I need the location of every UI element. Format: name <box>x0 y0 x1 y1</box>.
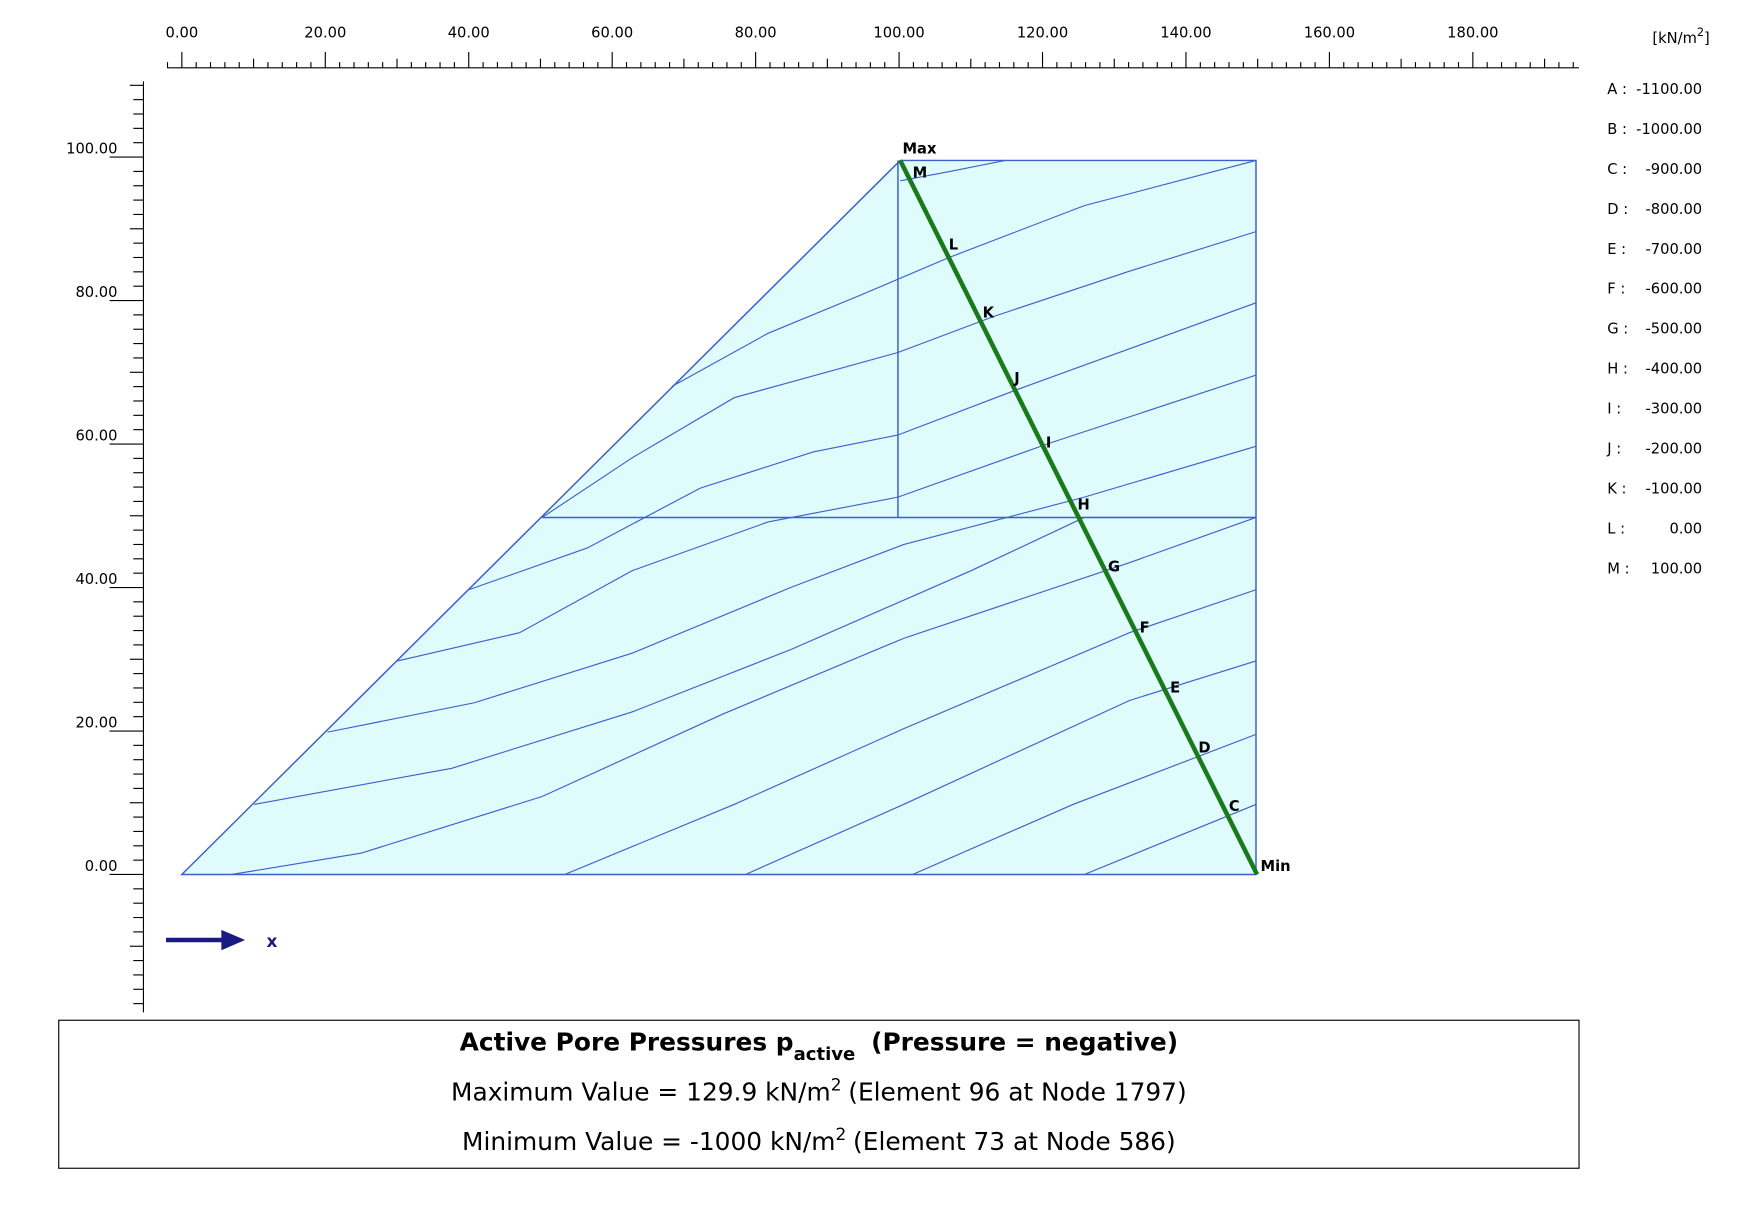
legend-key: L : <box>1607 521 1625 538</box>
contour-label: G <box>1108 559 1120 576</box>
max-text: Maximum Value = 129.9 kN/m <box>451 1077 831 1106</box>
contour-line <box>254 516 1256 805</box>
x-tick-label: 160.00 <box>1304 24 1355 41</box>
min-text: Minimum Value = -1000 kN/m <box>462 1127 835 1156</box>
contour-label: H <box>1078 497 1090 514</box>
contour-label: J <box>1013 370 1019 387</box>
legend-key: M : <box>1607 561 1629 578</box>
legend-value: -1000.00 <box>1636 121 1702 138</box>
y-tick-label: 0.00 <box>85 858 118 875</box>
contour-line <box>564 589 1257 876</box>
contour-line <box>671 159 1257 387</box>
min-label: Min <box>1261 858 1291 875</box>
x-tick-label: 80.00 <box>735 24 777 41</box>
legend-key: D : <box>1607 201 1628 218</box>
cross-section <box>898 159 1260 876</box>
x-tick-label: 0.00 <box>166 24 199 41</box>
contour-line <box>900 159 1006 182</box>
contour-label: I <box>1046 434 1051 451</box>
contour-label: L <box>949 237 958 254</box>
x-tick-label: 60.00 <box>591 24 633 41</box>
caption-title: Active Pore Pressures pactive (Pressure =… <box>460 1028 1178 1065</box>
legend-key: B : <box>1607 121 1627 138</box>
legend-value: -1100.00 <box>1636 81 1702 98</box>
title-rest: (Pressure = negative) <box>871 1028 1178 1057</box>
legend-key: K : <box>1607 481 1626 498</box>
contour-line <box>397 374 1257 662</box>
contour-line <box>327 445 1257 733</box>
contour-label: C <box>1229 798 1240 815</box>
legend-value: 0.00 <box>1669 521 1702 538</box>
legend-key: E : <box>1607 241 1626 258</box>
legend-key: A : <box>1607 81 1627 98</box>
legend-value: -500.00 <box>1646 321 1703 338</box>
max-exp: 2 <box>831 1074 842 1094</box>
legend-value: 100.00 <box>1651 561 1702 578</box>
x-tick-label: 120.00 <box>1017 24 1068 41</box>
axis-arrow-label: x <box>267 931 278 951</box>
legend-value: -700.00 <box>1646 241 1703 258</box>
title-text: Active Pore Pressures p <box>460 1028 794 1057</box>
x-tick-label: 180.00 <box>1447 24 1498 41</box>
contour-label: K <box>983 304 995 321</box>
contours <box>231 159 1257 876</box>
contour-line <box>541 231 1257 518</box>
legend-value: -400.00 <box>1646 361 1703 378</box>
legend-key: G : <box>1607 321 1628 338</box>
caption-max: Maximum Value = 129.9 kN/m2 (Element 96 a… <box>451 1074 1187 1106</box>
x-tick-label: 140.00 <box>1160 24 1211 41</box>
contour-line <box>231 516 1257 876</box>
legend-value: -900.00 <box>1646 161 1703 178</box>
contour-label: E <box>1170 680 1180 697</box>
legend-key: I : <box>1607 401 1621 418</box>
contour-line <box>912 733 1257 876</box>
unit-base: [kN/m <box>1652 30 1696 47</box>
contour-line <box>745 660 1257 876</box>
legend: A : -1100.00 B : -1000.00 C : -900.00 D : -800.… <box>1606 81 1702 578</box>
max-label: Max <box>902 141 936 158</box>
min-exp: 2 <box>836 1124 847 1144</box>
max-rest: (Element 96 at Node 1797) <box>848 1077 1186 1106</box>
x-tick-label: 100.00 <box>873 24 924 41</box>
caption-box <box>58 1019 1580 1169</box>
x-tick-label: 40.00 <box>448 24 490 41</box>
contour-labels: M L K J I H G F E D C <box>913 164 1240 815</box>
axis-arrow-head <box>221 929 246 951</box>
contour-label: D <box>1198 739 1210 756</box>
legend-value: -300.00 <box>1646 401 1703 418</box>
y-tick-label: 40.00 <box>75 571 117 588</box>
legend-value: -100.00 <box>1646 481 1703 498</box>
legend-value: -800.00 <box>1646 201 1703 218</box>
unit-exp: 2 <box>1697 26 1704 39</box>
caption-min: Minimum Value = -1000 kN/m2 (Element 73 a… <box>462 1124 1176 1156</box>
legend-key: H : <box>1607 361 1628 378</box>
unit-label: [kN/m2] <box>1652 26 1709 47</box>
legend-key: F : <box>1607 281 1625 298</box>
y-tick-label: 100.00 <box>66 141 117 158</box>
contour-label: M <box>913 164 928 181</box>
y-tick-label: 60.00 <box>75 428 117 445</box>
unit-close: ] <box>1704 30 1710 47</box>
y-tick-label: 80.00 <box>75 284 117 301</box>
rulers <box>109 51 1580 1013</box>
min-rest: (Element 73 at Node 586) <box>853 1127 1176 1156</box>
legend-value: -200.00 <box>1646 441 1703 458</box>
title-sub: active <box>794 1044 856 1065</box>
y-tick-label: 20.00 <box>75 715 117 732</box>
legend-key: C : <box>1607 161 1627 178</box>
legend-value: -600.00 <box>1646 281 1703 298</box>
contour-label: F <box>1140 620 1150 637</box>
x-tick-label: 20.00 <box>304 24 346 41</box>
legend-key: J : <box>1606 441 1621 458</box>
